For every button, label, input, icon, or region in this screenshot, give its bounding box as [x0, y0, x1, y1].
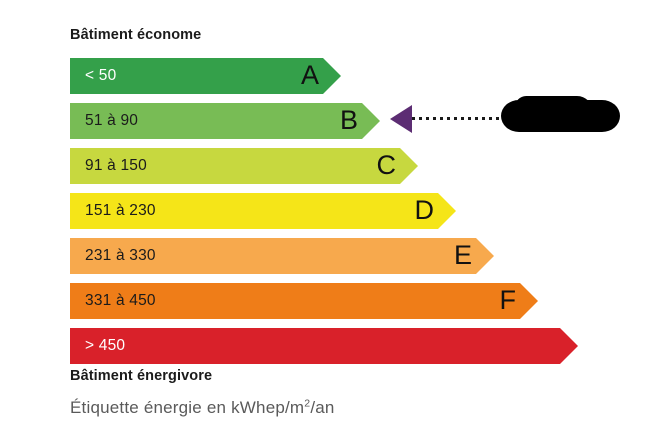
- energy-bar-range-c: 91 à 150: [85, 157, 147, 174]
- energy-bar-range-g: > 450: [85, 337, 126, 354]
- energy-unit-caption-prefix: Étiquette énergie en kWhep/m: [70, 398, 305, 417]
- energy-bar-d: 151 à 230 D: [70, 193, 456, 229]
- energy-bar-letter-d: D: [414, 195, 435, 225]
- energy-bar-letter-c: C: [376, 150, 397, 180]
- energy-bar-range-d: 151 à 230: [85, 202, 156, 219]
- caption-energy-hungry-building: Bâtiment énergivore: [70, 368, 213, 384]
- energy-unit-caption: Étiquette énergie en kWhep/m2/an: [70, 398, 335, 418]
- energy-bar-letter-a: A: [300, 60, 319, 90]
- energy-bar-shape-c: [70, 148, 418, 184]
- energy-bar-shape-d: [70, 193, 456, 229]
- energy-bar-letter-f: F: [499, 285, 517, 315]
- energy-bar-shape-e: [70, 238, 494, 274]
- energy-bar-c: 91 à 150 C: [70, 148, 418, 184]
- energy-bar-range-a: < 50: [85, 67, 117, 84]
- energy-bar-e: 231 à 330 E: [70, 238, 494, 274]
- energy-unit-caption-exponent: 2: [304, 397, 311, 410]
- energy-bar-g: > 450: [70, 328, 578, 364]
- energy-bar-shape-b: [70, 103, 380, 139]
- energy-unit-caption-suffix: /an: [310, 398, 335, 417]
- energy-bar-range-b: 51 à 90: [85, 112, 139, 129]
- energy-bar-shape-g: [70, 328, 578, 364]
- energy-bar-range-f: 331 à 450: [85, 292, 156, 309]
- energy-bar-range-e: 231 à 330: [85, 247, 156, 264]
- energy-bar-f: 331 à 450 F: [70, 283, 538, 319]
- energy-bar-b: 51 à 90 B: [70, 103, 380, 139]
- energy-bar-shape-a: [70, 58, 341, 94]
- energy-bar-letter-b: B: [339, 105, 358, 135]
- caption-economical-building: Bâtiment économe: [70, 27, 202, 43]
- energy-bar-letter-e: E: [453, 240, 472, 270]
- energy-bar-shape-f: [70, 283, 538, 319]
- energy-bar-a: < 50 A: [70, 58, 341, 94]
